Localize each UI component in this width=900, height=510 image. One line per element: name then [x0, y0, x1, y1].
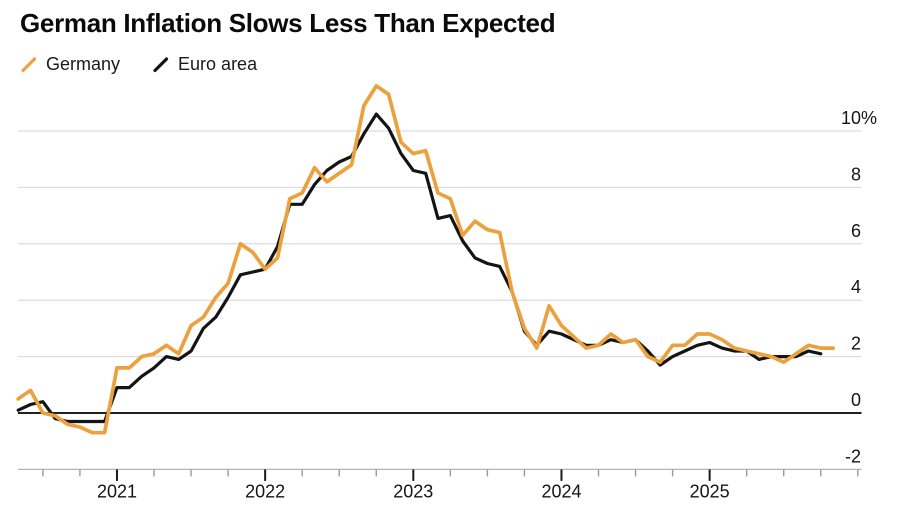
- x-tick-label: 2022: [245, 481, 285, 501]
- series-line-germany: [16, 84, 835, 435]
- y-tick-label: 4: [851, 277, 861, 297]
- y-tick-label: -2: [845, 446, 861, 466]
- y-tick-label: 0: [851, 390, 861, 410]
- legend-item-euro-area: Euro area: [152, 54, 257, 75]
- y-tick-label: 6: [851, 221, 861, 241]
- x-tick-label: 2023: [393, 481, 433, 501]
- y-tick-label: 8: [851, 164, 861, 184]
- x-tick-label: 2025: [690, 481, 730, 501]
- legend-label-euro-area: Euro area: [178, 54, 258, 74]
- legend-label-germany: Germany: [46, 54, 121, 74]
- legend: Germany Euro area: [20, 54, 257, 75]
- legend-item-germany: Germany: [20, 54, 120, 75]
- chart-title: German Inflation Slows Less Than Expecte…: [20, 8, 556, 38]
- euro-area-line-key-icon: [153, 56, 169, 72]
- y-tick-label: 10%: [841, 108, 877, 128]
- y-tick-label: 2: [851, 334, 861, 354]
- series-line-euro-area: [16, 112, 823, 424]
- germany-line-key-icon: [21, 56, 37, 72]
- x-tick-label: 2024: [541, 481, 581, 501]
- x-tick-label: 2021: [97, 481, 137, 501]
